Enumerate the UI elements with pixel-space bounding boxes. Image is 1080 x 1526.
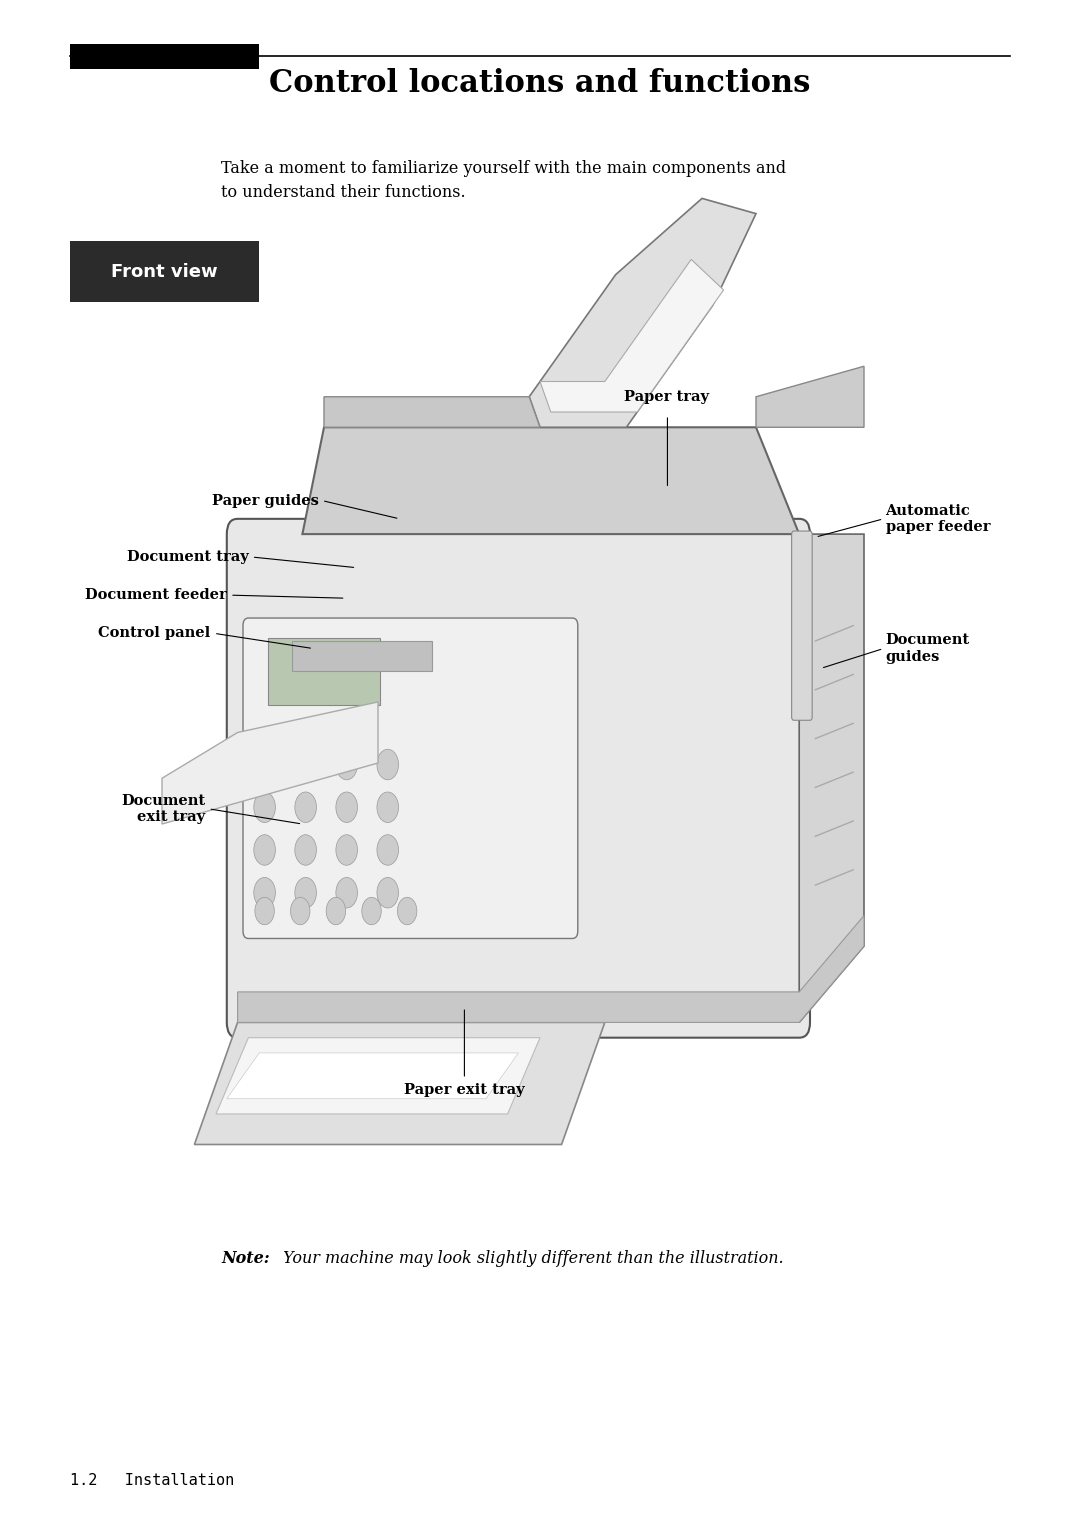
FancyBboxPatch shape [792, 531, 812, 720]
Circle shape [326, 897, 346, 925]
Polygon shape [302, 427, 799, 534]
Circle shape [336, 749, 357, 780]
Text: Front view: Front view [111, 262, 218, 281]
Circle shape [397, 897, 417, 925]
Polygon shape [540, 259, 724, 412]
Circle shape [295, 749, 316, 780]
Text: Your machine may look slightly different than the illustration.: Your machine may look slightly different… [278, 1250, 783, 1268]
Circle shape [377, 749, 399, 780]
Polygon shape [292, 641, 432, 671]
FancyBboxPatch shape [243, 618, 578, 938]
Circle shape [254, 792, 275, 823]
Text: Document tray: Document tray [126, 549, 248, 565]
Text: 1.2   Installation: 1.2 Installation [70, 1473, 234, 1488]
Polygon shape [216, 1038, 540, 1114]
Polygon shape [162, 702, 378, 824]
Polygon shape [227, 1053, 518, 1099]
Circle shape [377, 877, 399, 908]
Text: Document
guides: Document guides [886, 633, 970, 664]
FancyBboxPatch shape [70, 44, 259, 69]
Text: Note:: Note: [221, 1250, 270, 1268]
Circle shape [336, 835, 357, 865]
FancyBboxPatch shape [268, 638, 380, 705]
FancyBboxPatch shape [227, 519, 810, 1038]
Text: Document feeder: Document feeder [85, 588, 227, 603]
Circle shape [255, 897, 274, 925]
Circle shape [377, 835, 399, 865]
Text: Paper tray: Paper tray [624, 391, 710, 404]
Circle shape [336, 877, 357, 908]
Polygon shape [194, 1022, 605, 1144]
Polygon shape [529, 198, 756, 427]
Text: Paper exit tray: Paper exit tray [404, 1083, 525, 1097]
Circle shape [295, 792, 316, 823]
Text: Control panel: Control panel [98, 626, 211, 641]
Text: Control locations and functions: Control locations and functions [269, 69, 811, 99]
Polygon shape [799, 534, 864, 1022]
Text: Take a moment to familiarize yourself with the main components and
to understand: Take a moment to familiarize yourself wi… [221, 160, 786, 201]
Circle shape [295, 877, 316, 908]
Circle shape [362, 897, 381, 925]
Circle shape [254, 877, 275, 908]
Circle shape [254, 835, 275, 865]
FancyBboxPatch shape [70, 241, 259, 302]
Text: Paper guides: Paper guides [212, 493, 319, 508]
Text: Automatic
paper feeder: Automatic paper feeder [886, 504, 990, 534]
Circle shape [295, 835, 316, 865]
Circle shape [377, 792, 399, 823]
Text: Document
exit tray: Document exit tray [121, 794, 205, 824]
Circle shape [336, 792, 357, 823]
Polygon shape [756, 366, 864, 427]
Polygon shape [324, 397, 540, 427]
Circle shape [291, 897, 310, 925]
Circle shape [254, 749, 275, 780]
Polygon shape [238, 916, 864, 1022]
